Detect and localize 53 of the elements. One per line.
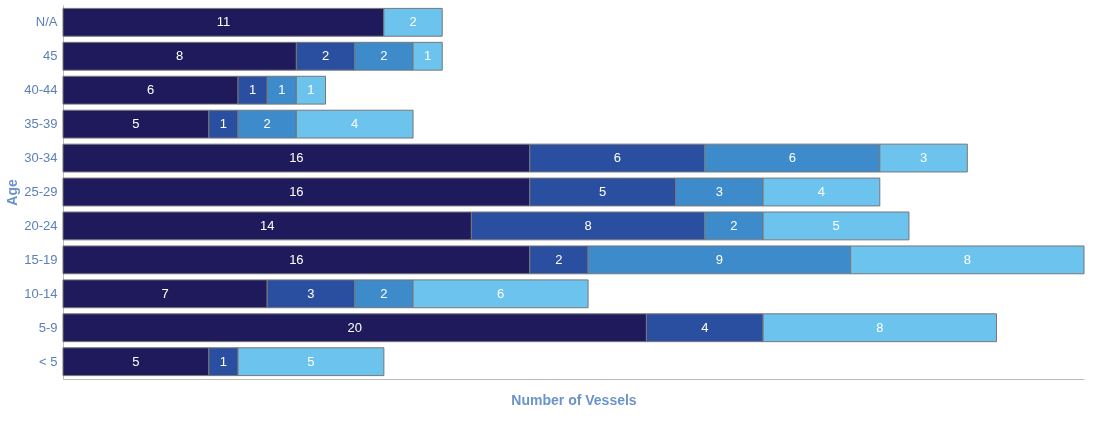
- x-axis-title: Number of Vessels: [511, 391, 637, 408]
- data-label: 5: [132, 116, 140, 132]
- data-label: 5: [132, 353, 140, 369]
- data-label: 5: [307, 353, 315, 369]
- y-tick-label: 30-34: [24, 150, 58, 166]
- y-tick-label: 5-9: [38, 319, 58, 335]
- y-tick-label: 15-19: [24, 251, 58, 267]
- data-label: 16: [289, 251, 304, 267]
- data-label: 2: [380, 48, 388, 64]
- data-label: 3: [307, 285, 315, 301]
- data-label: 16: [289, 150, 304, 166]
- y-tick-label: 10-14: [24, 285, 58, 301]
- data-label: 1: [219, 353, 228, 369]
- data-label: 1: [424, 48, 432, 64]
- data-label: 20: [347, 319, 362, 335]
- data-label: 6: [146, 82, 155, 98]
- data-label: 8: [963, 251, 971, 267]
- data-label: 14: [259, 217, 275, 233]
- data-label: 8: [584, 217, 592, 233]
- data-label: 3: [715, 184, 723, 199]
- data-label: 2: [409, 14, 417, 30]
- y-axis-title: Age: [4, 179, 21, 206]
- y-tick-label: N/A: [35, 14, 58, 30]
- data-label: 4: [701, 319, 709, 335]
- data-label: 16: [289, 184, 304, 199]
- y-tick-label: 20-24: [24, 217, 58, 233]
- data-label: 6: [788, 150, 796, 166]
- data-label: 1: [219, 116, 228, 132]
- data-label: 3: [919, 150, 928, 166]
- data-label: 7: [161, 285, 169, 301]
- data-label: 2: [263, 116, 271, 132]
- data-label: 8: [876, 319, 884, 335]
- data-label: 1: [307, 82, 315, 98]
- y-tick-label: 45: [43, 48, 58, 64]
- y-tick-label: 35-39: [24, 116, 58, 132]
- data-label: 2: [730, 217, 738, 233]
- data-label: 6: [613, 150, 621, 166]
- data-label: 4: [817, 184, 826, 199]
- y-tick-label: 40-44: [24, 82, 58, 98]
- data-label: 2: [321, 48, 330, 64]
- data-label: 2: [555, 251, 563, 267]
- y-tick-label: < 5: [39, 353, 58, 369]
- data-label: 11: [216, 14, 231, 30]
- data-label: 4: [351, 116, 359, 132]
- data-label: 5: [599, 184, 607, 199]
- y-tick-label: 25-29: [24, 184, 58, 199]
- data-label: 1: [249, 82, 257, 98]
- data-label: 5: [832, 217, 840, 233]
- data-label: 2: [380, 285, 388, 301]
- data-label: 8: [176, 48, 184, 64]
- data-label: 6: [496, 285, 505, 301]
- data-label: 1: [278, 82, 286, 98]
- data-label: 9: [715, 251, 723, 267]
